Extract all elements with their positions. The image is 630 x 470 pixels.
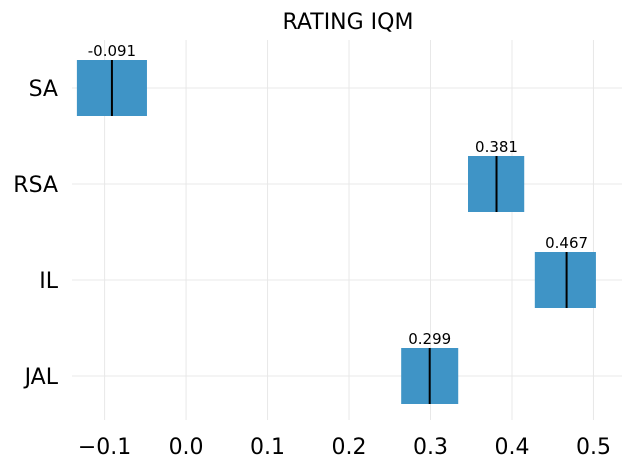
category-label: IL: [39, 269, 58, 294]
category-label: JAL: [23, 365, 59, 390]
axis-layer: −0.1 0.0 0.1 0.2 0.3 0.4 0.5 SA RSA IL JAL: [13, 77, 611, 460]
label-layer: -0.091 0.381 0.467 0.299: [88, 42, 588, 348]
data-label: 0.381: [475, 138, 518, 156]
data-label: -0.091: [88, 42, 136, 60]
data-label: 0.299: [408, 330, 451, 348]
x-tick-label: 0.4: [495, 435, 530, 460]
data-label: 0.467: [545, 234, 588, 252]
x-tick-label: −0.1: [78, 435, 131, 460]
bar-layer: [76, 60, 596, 404]
x-tick-label: 0.0: [169, 435, 204, 460]
x-tick-label: 0.2: [332, 435, 367, 460]
x-tick-label: 0.1: [250, 435, 285, 460]
grid-layer: [72, 40, 622, 420]
x-tick-label: 0.3: [413, 435, 448, 460]
interval-bar: [534, 252, 596, 308]
x-tick-label: 0.5: [576, 435, 611, 460]
category-label: SA: [29, 77, 58, 102]
category-label: RSA: [13, 173, 58, 198]
chart-title: RATING IQM: [283, 10, 414, 35]
